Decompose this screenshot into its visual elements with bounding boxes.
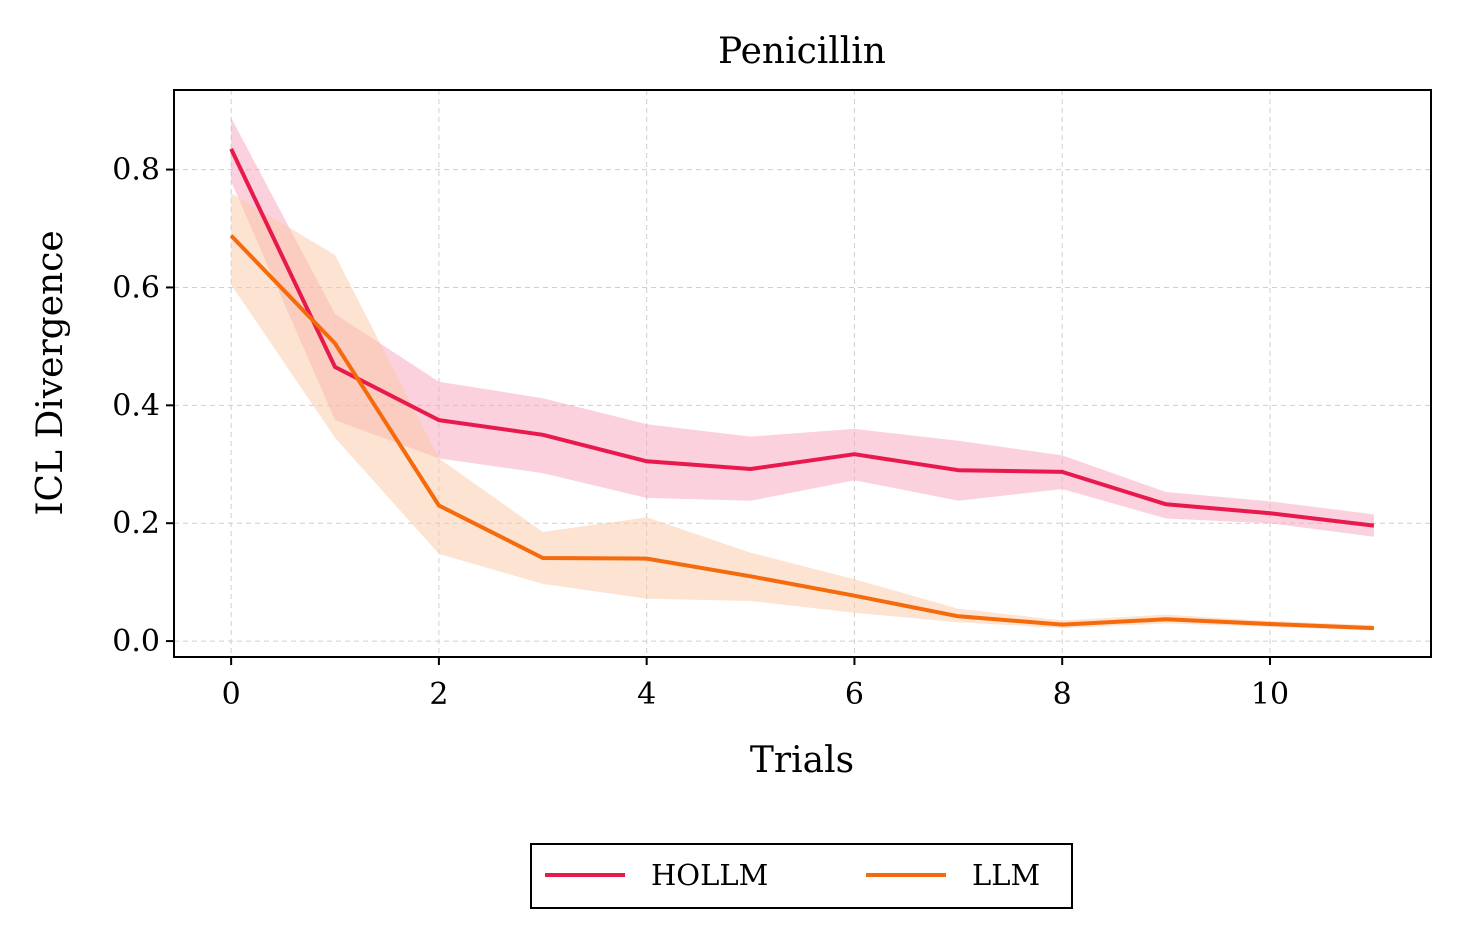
line-llm bbox=[229, 234, 1374, 631]
y-tick-label: 0.6 bbox=[112, 270, 160, 305]
x-tick-label: 4 bbox=[637, 677, 656, 712]
y-tick-label: 0.4 bbox=[112, 388, 160, 423]
axis-ticks: 0 2 4 6 8 10 0.0 0.2 0.4 0.6 0.8 bbox=[112, 153, 1289, 712]
series-lines bbox=[229, 148, 1375, 631]
y-tick-label: 0.0 bbox=[112, 624, 160, 659]
x-tick-label: 8 bbox=[1053, 677, 1072, 712]
legend: HOLLM LLM bbox=[530, 843, 1073, 909]
confidence-bands bbox=[231, 117, 1374, 631]
x-tick-label: 0 bbox=[222, 677, 241, 712]
x-tick-label: 6 bbox=[845, 677, 864, 712]
y-axis-label: ICL Divergence bbox=[30, 230, 71, 515]
x-tick-label: 10 bbox=[1251, 677, 1289, 712]
x-tick-label: 2 bbox=[429, 677, 448, 712]
line-hollm bbox=[229, 148, 1375, 528]
band-llm bbox=[231, 193, 1374, 631]
y-tick-label: 0.2 bbox=[112, 506, 160, 541]
y-tick-label: 0.8 bbox=[112, 153, 160, 188]
legend-label-hollm: HOLLM bbox=[651, 858, 768, 892]
legend-label-llm: LLM bbox=[972, 858, 1040, 892]
x-axis-label: Trials bbox=[750, 740, 854, 781]
grid bbox=[174, 90, 1431, 657]
plot-frame bbox=[173, 89, 1432, 658]
chart-title: Penicillin bbox=[718, 31, 886, 72]
